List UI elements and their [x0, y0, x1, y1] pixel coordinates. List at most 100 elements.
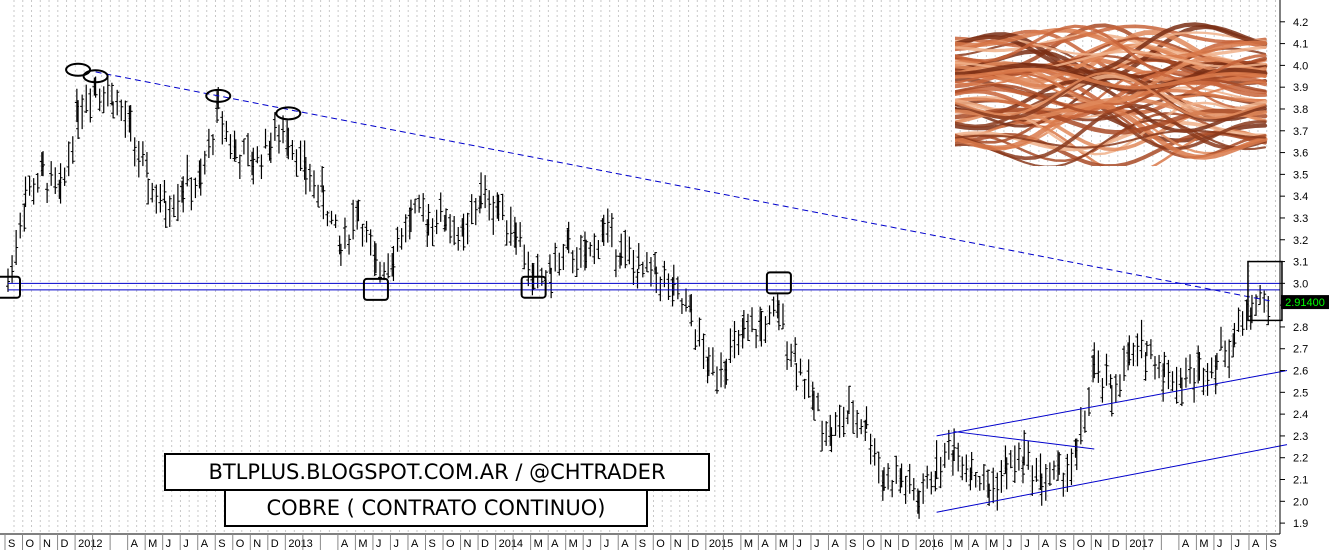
last-price-tag: 2.91400 [1281, 295, 1329, 310]
support-touch-box [0, 275, 21, 299]
source-label: BTLPLUS.BLOGSPOT.COM.AR / @CHTRADER [164, 453, 710, 491]
y-tick-label: 3.2 [1293, 235, 1308, 247]
y-tick-label: 3.7 [1293, 126, 1308, 138]
x-tick-label: J [1234, 538, 1240, 550]
x-tick-label: N [884, 538, 892, 550]
copper-wire-strand [955, 24, 1267, 81]
pivot-markers [0, 62, 1283, 322]
x-tick-label: S [639, 538, 646, 550]
x-tick-label: M [1199, 538, 1208, 550]
x-tick-label: 2015 [709, 538, 733, 550]
y-tick-label: 2.7 [1293, 344, 1308, 356]
pivot-high-ellipse [275, 106, 302, 121]
y-tick-label: 2.1 [1293, 475, 1308, 487]
x-tick-label: M [148, 538, 157, 550]
x-tick-label: 2013 [288, 538, 312, 550]
y-tick-label: 2.5 [1293, 387, 1308, 399]
x-tick-label: M [989, 538, 998, 550]
x-tick-label: A [411, 538, 419, 550]
channel-upper-line [936, 370, 1288, 437]
y-tick-label: 3.9 [1293, 82, 1308, 94]
last-price-value: 2.91400 [1285, 297, 1325, 309]
copper-wire-strand [955, 77, 1267, 114]
x-tick-label: J [604, 538, 610, 550]
y-tick-label: 3.5 [1293, 169, 1308, 181]
y-tick-label: 4.2 [1293, 17, 1308, 29]
x-tick-label: O [236, 538, 245, 550]
y-tick-label: 3.1 [1293, 257, 1308, 269]
x-tick-label: O [867, 538, 876, 550]
copper-wire-strand [955, 28, 1268, 60]
x-tick-label: D [902, 538, 910, 550]
x-tick-label: A [131, 538, 139, 550]
y-tick-label: 3.0 [1293, 278, 1308, 290]
copper-wire-photo [955, 22, 1268, 166]
copper-wire-strand [955, 67, 1267, 90]
x-tick-label: M [534, 538, 543, 550]
x-tick-label: M [744, 538, 753, 550]
copper-wire-strand [955, 129, 1267, 149]
x-tick-label: J [814, 538, 820, 550]
y-tick-label: 2.0 [1293, 496, 1308, 508]
x-tick-label: O [1077, 538, 1086, 550]
x-tick-label: N [253, 538, 261, 550]
x-tick-label: A [972, 538, 980, 550]
x-tick-label: A [1252, 538, 1260, 550]
x-tick-label: S [1059, 538, 1066, 550]
y-tick-label: 4.1 [1293, 39, 1308, 51]
vertical-grid [13, 0, 1276, 534]
x-tick-label: N [1094, 538, 1102, 550]
support-touch-box [362, 277, 389, 301]
x-tick-label: N [674, 538, 682, 550]
channel-lower-line [936, 444, 1288, 513]
x-tick-label: D [1112, 538, 1120, 550]
x-tick-label: J [376, 538, 382, 550]
price-bars [6, 76, 1271, 519]
y-tick-label: 2.8 [1293, 322, 1308, 334]
x-tick-label: S [1269, 538, 1276, 550]
y-tick-label: 3.8 [1293, 104, 1308, 116]
x-tick-label: M [954, 538, 963, 550]
x-tick-label: M [569, 538, 578, 550]
y-tick-label: 4.0 [1293, 60, 1308, 72]
x-tick-label: 2017 [1129, 538, 1153, 550]
x-tick-label: J [1024, 538, 1030, 550]
x-tick-label: O [446, 538, 455, 550]
x-tick-label: O [656, 538, 665, 550]
pivot-high-ellipse [65, 62, 92, 77]
x-tick-label: J [586, 538, 592, 550]
x-tick-label: A [831, 538, 839, 550]
x-tick-label: J [183, 538, 189, 550]
y-tick-label: 1.9 [1293, 518, 1308, 530]
x-tick-label: A [341, 538, 349, 550]
y-tick-label: 3.3 [1293, 213, 1308, 225]
instrument-label: COBRE ( CONTRATO CONTINUO) [224, 489, 648, 527]
copper-wire-strand [955, 24, 1267, 48]
y-tick-label: 2.2 [1293, 453, 1308, 465]
x-tick-label: S [8, 538, 15, 550]
y-tick-label: 2.3 [1293, 431, 1308, 443]
x-tick-label: D [691, 538, 699, 550]
x-tick-label: M [358, 538, 367, 550]
support-touch-box [520, 275, 547, 299]
x-tick-label: 2012 [78, 538, 102, 550]
pivot-high-ellipse [205, 88, 232, 103]
x-tick-label: J [393, 538, 399, 550]
x-tick-label: J [166, 538, 172, 550]
x-tick-label: J [1007, 538, 1013, 550]
x-tick-label: A [621, 538, 629, 550]
copper-wire-strand [955, 107, 1268, 135]
trendlines [8, 71, 1288, 513]
x-tick-label: S [218, 538, 225, 550]
copper-wire-strand [955, 33, 1267, 57]
y-tick-label: 2.6 [1293, 366, 1308, 378]
y-tick-label: 3.4 [1293, 191, 1308, 203]
x-tick-label: M [779, 538, 788, 550]
x-tick-label: S [428, 538, 435, 550]
x-tick-label: S [849, 538, 856, 550]
y-tick-label: 2.4 [1293, 409, 1308, 421]
last-price-box [1281, 295, 1329, 310]
y-axis: 1.92.02.12.22.32.42.52.62.72.82.93.03.13… [1279, 0, 1308, 534]
x-tick-label: A [761, 538, 769, 550]
copper-wire-strand [955, 103, 1268, 160]
